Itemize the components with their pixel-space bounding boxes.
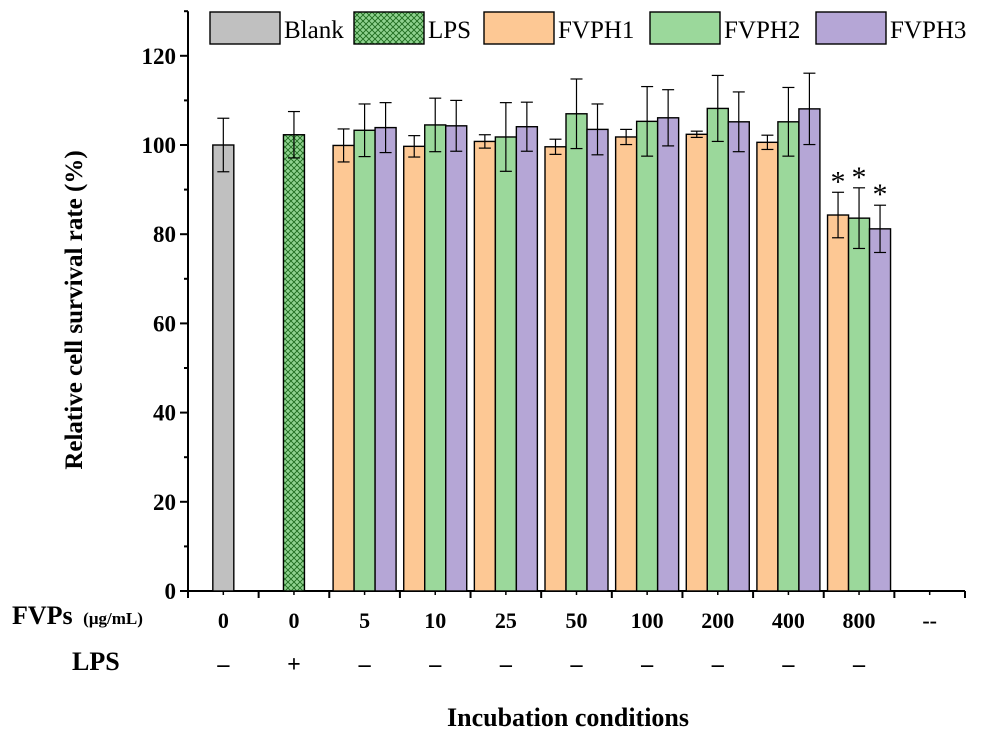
fvp-row-label-name: FVPs bbox=[12, 601, 73, 630]
significance-asterisk: * bbox=[831, 165, 846, 198]
x-tick-label: 100 bbox=[631, 608, 664, 633]
legend-label-lps: LPS bbox=[428, 17, 471, 44]
bar-fvph1 bbox=[756, 141, 779, 592]
x-tick-label: 5 bbox=[359, 608, 370, 633]
x-tick-label: 0 bbox=[288, 608, 299, 633]
bar-fvph3 bbox=[656, 117, 680, 592]
lps-row-label: LPS bbox=[72, 647, 120, 676]
lps-mark: – bbox=[499, 652, 513, 678]
bar-fvph3 bbox=[445, 125, 468, 592]
x-tick-label: 400 bbox=[772, 608, 805, 633]
bar-fvph1 bbox=[473, 140, 497, 592]
y-tick-label: 120 bbox=[142, 44, 177, 69]
bar-fvph2 bbox=[847, 217, 871, 592]
bar-fvph3 bbox=[798, 108, 821, 592]
y-tick-label: 100 bbox=[142, 133, 177, 158]
bar-fvph1 bbox=[826, 214, 850, 592]
bar-fvph1 bbox=[332, 144, 355, 592]
legend-label-blank: Blank bbox=[284, 17, 344, 44]
x-tick-label: 50 bbox=[566, 608, 588, 633]
bar-fvph1 bbox=[544, 146, 567, 592]
x-tick-label: 200 bbox=[701, 608, 734, 633]
bar-fvph2 bbox=[424, 124, 447, 592]
x-tick-label: 25 bbox=[495, 608, 517, 633]
legend: Blank LPS FVPH1 FVPH2 FVPH3 bbox=[209, 11, 966, 45]
bar-fvph3 bbox=[727, 121, 750, 592]
lps-mark: – bbox=[781, 652, 795, 678]
y-tick-label: 40 bbox=[153, 401, 176, 426]
legend-swatch-fvph2 bbox=[649, 11, 721, 45]
x-tick-label: 800 bbox=[843, 608, 876, 633]
x-tick-label: 0 bbox=[218, 608, 229, 633]
bar-fvph2 bbox=[777, 121, 800, 592]
bar-fvph2 bbox=[706, 107, 729, 592]
lps-mark: – bbox=[570, 652, 584, 678]
bar-fvph3 bbox=[374, 126, 397, 592]
significance-asterisk: * bbox=[873, 178, 888, 211]
bar-fvph3 bbox=[515, 126, 539, 592]
lps-mark: + bbox=[287, 652, 301, 678]
legend-swatch-lps bbox=[353, 11, 425, 45]
bar-fvph2 bbox=[494, 136, 518, 592]
bar-fvph1 bbox=[614, 136, 638, 592]
y-tick-label: 0 bbox=[165, 579, 177, 604]
significance-asterisk: * bbox=[852, 161, 867, 194]
lps-mark: – bbox=[852, 652, 866, 678]
y-tick-label: 80 bbox=[153, 222, 176, 247]
legend-swatch-fvph3 bbox=[815, 11, 887, 45]
legend-label-fvph2: FVPH2 bbox=[724, 17, 800, 44]
x-axis-label: Incubation conditions bbox=[447, 703, 689, 732]
fvp-row-label: FVPs (μg/mL) bbox=[12, 601, 143, 630]
bar-lps bbox=[282, 134, 306, 592]
axes: 0 20 40 60 80 100 120 0 – 0 +5 – 10 – 25 – 50 – 100 – 200 – 40… bbox=[142, 10, 966, 678]
lps-mark: – bbox=[216, 652, 230, 678]
bar-fvph2 bbox=[635, 120, 659, 592]
fvp-row-unit: (μg/mL) bbox=[83, 609, 143, 628]
bar-fvph3 bbox=[586, 128, 609, 592]
lps-mark: – bbox=[428, 652, 442, 678]
lps-mark: – bbox=[711, 652, 725, 678]
legend-label-fvph3: FVPH3 bbox=[890, 17, 966, 44]
y-tick-label: 20 bbox=[153, 490, 176, 515]
bar-fvph2 bbox=[353, 129, 376, 592]
legend-swatch-blank bbox=[209, 11, 281, 45]
lps-mark: – bbox=[640, 652, 654, 678]
y-tick-label: 60 bbox=[153, 311, 176, 336]
x-tick-label: -- bbox=[922, 608, 937, 633]
legend-label-fvph1: FVPH1 bbox=[558, 17, 634, 44]
bar-fvph1 bbox=[403, 145, 426, 592]
bar-fvph2 bbox=[565, 113, 588, 592]
bar-fvph3 bbox=[868, 228, 892, 592]
bar-fvph1 bbox=[685, 133, 708, 592]
x-tick-label: 10 bbox=[424, 608, 446, 633]
bars: * ** bbox=[212, 72, 892, 592]
legend-swatch-fvph1 bbox=[483, 11, 555, 45]
lps-mark: – bbox=[358, 652, 372, 678]
y-axis-label: Relative cell survival rate (%) bbox=[61, 150, 88, 469]
bar-blank bbox=[212, 144, 235, 592]
